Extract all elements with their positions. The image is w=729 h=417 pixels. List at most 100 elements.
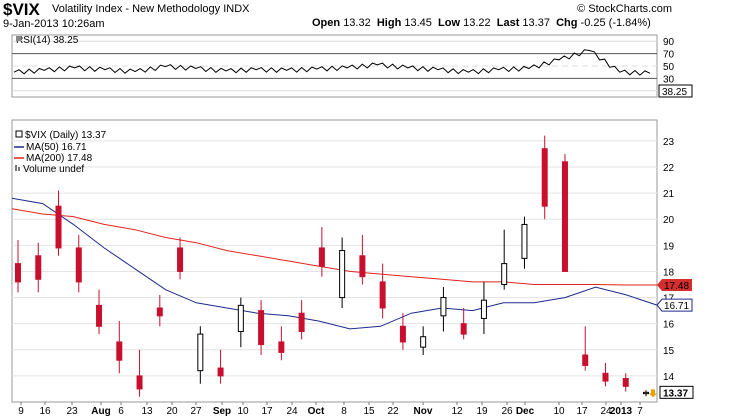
security-description: Volatility Index - New Methodology INDX	[52, 3, 250, 15]
price-tick-label: 21	[663, 189, 675, 200]
price-panel-frame	[11, 119, 658, 403]
candle-body	[602, 372, 609, 382]
candle-body	[35, 255, 42, 280]
change-label: Chg	[556, 17, 578, 29]
volume-legend-icon-bar	[18, 167, 20, 171]
ma50-tag-text: 16.71	[664, 301, 689, 312]
candle-body	[420, 336, 427, 348]
candle-body	[501, 263, 508, 286]
candle-body	[116, 341, 123, 361]
symbol-title: $VIX	[3, 0, 40, 19]
candle-body	[258, 310, 265, 346]
price-tick-label: 14	[663, 372, 675, 383]
price-tick-label: 20	[663, 215, 675, 226]
candle-body	[480, 299, 487, 319]
x-tick-label: 16	[39, 406, 51, 417]
volume-legend-icon	[15, 165, 17, 171]
candle-body	[217, 367, 224, 377]
x-tick-label: Sep	[213, 406, 231, 417]
low-value: 13.22	[463, 17, 491, 29]
rsi-line	[13, 49, 651, 76]
last-price-tag: 13.37	[649, 385, 694, 399]
price-panel: 23222120191817161514 $VIX (Daily) 13.37 …	[11, 119, 694, 403]
candle-body	[55, 205, 62, 249]
candle-body	[156, 307, 163, 317]
ma200-tag-shape	[657, 279, 692, 292]
candle-body	[339, 250, 346, 299]
high-label: High	[376, 17, 402, 29]
candle-body	[75, 247, 82, 283]
ma50-tag-shape	[656, 298, 693, 312]
candle-body	[460, 323, 467, 335]
x-tick-label: 17	[261, 406, 273, 417]
candle-body	[96, 304, 103, 327]
x-tick-label: Oct	[308, 406, 325, 417]
ma50-tag: 16.71	[656, 298, 693, 312]
candle-body	[359, 255, 366, 278]
rsi-value-tag-text: 38.25	[662, 87, 687, 98]
price-tick-label: 18	[663, 267, 675, 278]
legend-ma50: MA(50) 16.71	[26, 142, 87, 153]
quote-summary: Open 13.32 High 13.45 Low 13.22 Last 13.…	[312, 17, 651, 29]
x-tick-label: 13	[141, 406, 153, 417]
high-value: 13.45	[404, 17, 432, 29]
candle-body	[15, 263, 21, 283]
x-tick-label: Aug	[91, 406, 110, 417]
candle-body	[582, 354, 589, 366]
ma200-tag: 17.48	[657, 279, 692, 292]
last-price-tag-box	[659, 385, 694, 399]
candle-body	[237, 304, 244, 332]
candle-body	[541, 148, 548, 207]
legend-ma200: MA(200) 17.48	[26, 153, 93, 164]
legend-main: $VIX (Daily) 13.37	[25, 130, 107, 141]
candle-body	[298, 312, 305, 333]
price-y-axis: 23222120191817161514	[663, 137, 675, 383]
x-tick-label: 6	[118, 406, 124, 417]
price-tick-label: 22	[663, 163, 675, 174]
rsi-legend: RSI(14) 38.25	[16, 35, 79, 46]
copyright-notice[interactable]: © StockCharts.com	[577, 3, 672, 15]
candle-body	[197, 333, 204, 372]
last-label: Last	[496, 17, 520, 29]
ma200-line	[11, 208, 657, 286]
rsi-tick-label: 70	[663, 50, 675, 61]
rsi-tick-label: 30	[663, 74, 675, 85]
rsi-panel: 9070503010 RSI(14) 38.25 38.25	[11, 34, 693, 98]
change-value: -0.25 (-1.84%)	[580, 17, 651, 29]
last-value: 13.37	[522, 17, 550, 29]
candle-body	[278, 341, 285, 353]
x-axis: 9 16 23 Aug 6 13 20 27 Sep 10 17 24 Oct 8 15 22 Nov 12 19 2…	[18, 402, 643, 417]
candle-body	[318, 247, 325, 267]
price-candles	[15, 135, 649, 397]
rsi-tick-label: 90	[663, 37, 675, 48]
x-tick-label: 10	[553, 406, 565, 417]
x-tick-label: Nov	[414, 406, 433, 417]
x-tick-label: 17	[576, 406, 588, 417]
legend-volume: Volume undef	[23, 164, 84, 175]
candle-body	[399, 325, 406, 343]
x-tick-label: 26	[501, 406, 513, 417]
x-tick-label: 10	[237, 406, 249, 417]
candle-body	[643, 391, 649, 395]
last-price-arrow-icon	[649, 389, 657, 398]
candle-body	[521, 223, 528, 259]
open-value: 13.32	[343, 17, 371, 29]
price-tick-label: 16	[663, 320, 675, 331]
open-label: Open	[312, 17, 341, 29]
exchange-label: INDX	[223, 3, 250, 15]
x-tick-label: 15	[363, 406, 375, 417]
quote-date: 9-Jan-2013 10:26am	[3, 18, 105, 30]
x-tick-label: 9	[18, 406, 24, 417]
x-tick-label: 24	[286, 406, 298, 417]
candle-body	[440, 297, 447, 317]
x-tick-label: 12	[451, 406, 463, 417]
ma200-tag-text: 17.48	[664, 281, 689, 292]
price-tick-label: 23	[663, 137, 675, 148]
x-tick-label: 27	[190, 406, 202, 417]
rsi-legend-icon	[16, 36, 21, 41]
price-tick-label: 19	[663, 241, 675, 252]
candle-legend-icon	[15, 130, 23, 138]
x-tick-label: 7	[637, 406, 643, 417]
x-tick-label: 24	[600, 406, 612, 417]
